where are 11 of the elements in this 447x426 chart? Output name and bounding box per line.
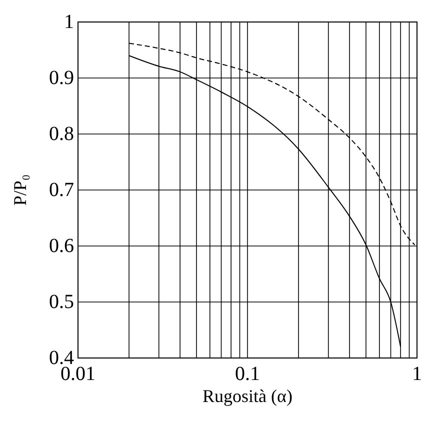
y-tick-label: 0.5 [49, 291, 74, 313]
x-tick-label: 0.1 [235, 363, 260, 385]
y-tick-label: 0.9 [49, 67, 74, 89]
y-tick-label: 1 [64, 11, 74, 33]
y-tick-label: 0.6 [49, 235, 74, 257]
y-axis-title: P/P₀ [10, 174, 30, 206]
y-tick-label: 0.8 [49, 123, 74, 145]
x-axis-title: Rugosità (α) [202, 386, 292, 406]
y-tick-label: 0.7 [49, 179, 74, 201]
x-tick-label: 0.01 [60, 363, 96, 385]
x-tick-label: 1 [412, 363, 422, 385]
